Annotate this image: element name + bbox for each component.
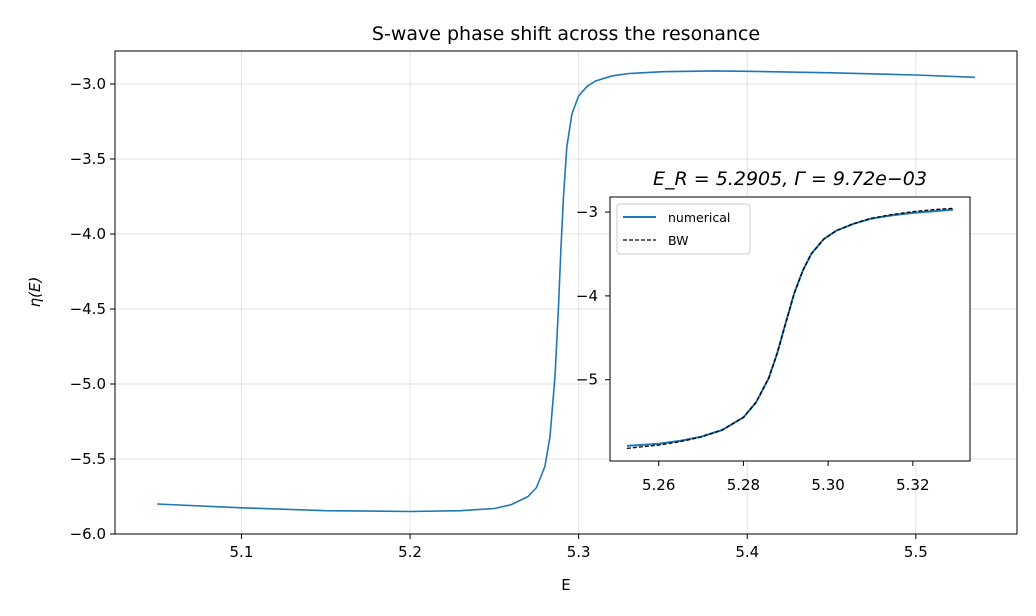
inset-y-ticks: −5 −4 −3 — [576, 203, 610, 389]
phase-shift-line — [157, 70, 975, 513]
inset-y-tick-label: −3 — [576, 203, 598, 221]
inset-x-tick-label: 5.32 — [896, 476, 929, 494]
x-tick-label: 5.1 — [230, 543, 254, 561]
y-tick-label: −4.5 — [70, 300, 106, 318]
main-title: S-wave phase shift across the resonance — [372, 23, 760, 45]
inset-x-tick-label: 5.26 — [642, 476, 675, 494]
inset-title: E_R = 5.2905, Γ = 9.72e−03 — [653, 168, 927, 190]
main-y-label: η(E) — [26, 277, 44, 308]
inset-x-tick-label: 5.28 — [727, 476, 760, 494]
inset-frame — [609, 196, 971, 462]
y-tick-label: −4.0 — [70, 225, 106, 243]
y-tick-label: −5.5 — [70, 450, 106, 468]
main-frame — [114, 50, 1018, 535]
legend-label-bw: BW — [668, 233, 689, 248]
bw-fit-line — [626, 207, 954, 450]
x-tick-label: 5.5 — [904, 543, 928, 561]
main-x-label: E — [561, 576, 570, 594]
y-tick-label: −6.0 — [70, 525, 106, 543]
x-tick-label: 5.4 — [735, 543, 759, 561]
main-axes: 5.1 5.2 5.3 5.4 5.5 −6.0 −5.5 −5.0 −4.5 −4.0 −3.5… — [26, 23, 1018, 594]
inset-y-tick-label: −5 — [576, 371, 598, 389]
inset-y-tick-label: −4 — [576, 287, 598, 305]
main-series — [157, 70, 975, 513]
inset-x-tick-label: 5.30 — [811, 476, 844, 494]
inset-axes: 5.26 5.28 5.30 5.32 −5 −4 −3 E_R = 5.2905, Γ … — [576, 168, 971, 494]
y-tick-label: −5.0 — [70, 375, 106, 393]
x-tick-label: 5.2 — [398, 543, 422, 561]
x-tick-label: 5.3 — [567, 543, 591, 561]
legend-label-numerical: numerical — [668, 210, 730, 225]
inset-x-ticks: 5.26 5.28 5.30 5.32 — [642, 461, 930, 494]
numerical-line — [626, 208, 954, 447]
y-tick-label: −3.5 — [70, 150, 106, 168]
main-x-ticks: 5.1 5.2 5.3 5.4 5.5 — [230, 534, 928, 561]
inset-legend: numerical BW — [616, 203, 751, 255]
main-y-ticks: −6.0 −5.5 −5.0 −4.5 −4.0 −3.5 −3.0 — [70, 75, 115, 543]
y-tick-label: −3.0 — [70, 75, 106, 93]
inset-series — [626, 207, 954, 450]
